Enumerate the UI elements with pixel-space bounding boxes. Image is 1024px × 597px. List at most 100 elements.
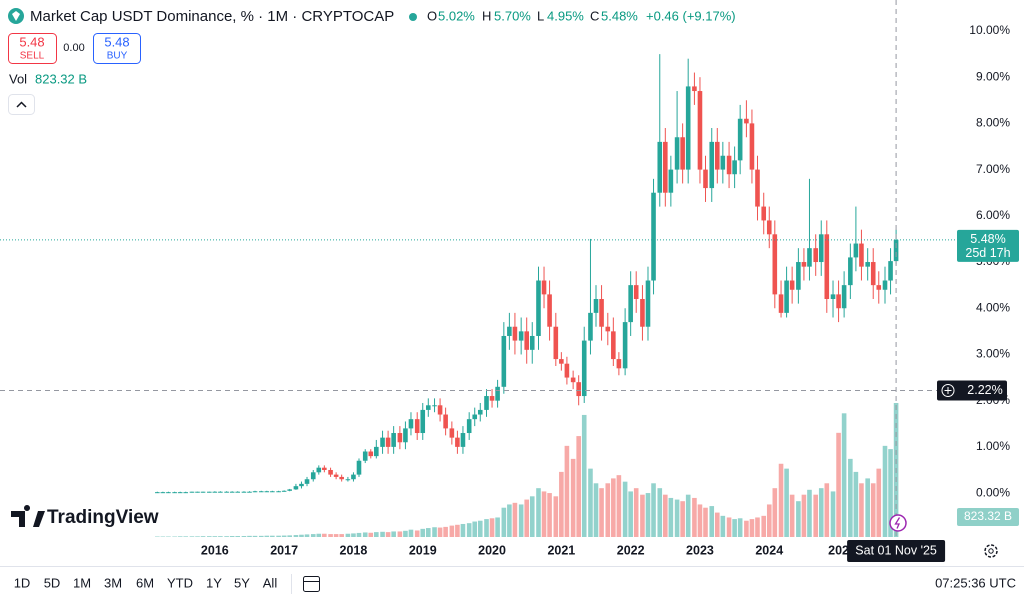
range-button[interactable]: 3M bbox=[104, 575, 122, 590]
volume-bar bbox=[732, 519, 737, 537]
volume-bar bbox=[276, 535, 281, 537]
x-tick-label: 2018 bbox=[340, 543, 368, 557]
brand-logo bbox=[11, 505, 45, 527]
candle-body bbox=[859, 243, 864, 267]
volume-bar bbox=[310, 534, 316, 537]
volume-bar bbox=[385, 532, 391, 537]
volume-bar bbox=[680, 501, 685, 537]
volume-bar bbox=[258, 535, 264, 537]
range-button[interactable]: 1D bbox=[14, 575, 31, 590]
candle-body bbox=[633, 285, 639, 300]
volume-bar bbox=[541, 491, 547, 537]
range-button[interactable]: All bbox=[263, 575, 278, 590]
plot-area bbox=[0, 0, 955, 539]
range-button[interactable]: 1Y bbox=[206, 575, 222, 590]
volume-bar bbox=[576, 436, 581, 537]
clock: 07:25:36 UTC bbox=[935, 575, 1016, 590]
collapse-icon bbox=[16, 101, 27, 108]
candle-body bbox=[276, 491, 281, 493]
candle-body bbox=[380, 437, 385, 447]
volume-bar bbox=[547, 493, 552, 537]
candle-body bbox=[876, 285, 882, 290]
low-value: 4.95% bbox=[547, 8, 584, 23]
volume-axis-label: 823.32 B bbox=[964, 509, 1012, 523]
volume-bar bbox=[796, 501, 801, 537]
candle-body bbox=[345, 479, 351, 481]
x-tick-label: 2017 bbox=[270, 543, 298, 557]
range-button[interactable]: YTD bbox=[167, 575, 193, 590]
candle-body bbox=[501, 335, 507, 387]
spread: 0.00 bbox=[63, 42, 84, 54]
calendar-icon[interactable] bbox=[303, 576, 320, 592]
volume-bar bbox=[633, 488, 639, 537]
candle-body bbox=[529, 335, 535, 350]
volume-bar bbox=[789, 494, 795, 537]
x-tick-label: 202 bbox=[828, 543, 849, 557]
candle-body bbox=[414, 419, 420, 434]
volume-bar bbox=[599, 488, 604, 537]
volume-bar bbox=[761, 515, 767, 537]
y-tick-label: 9.00% bbox=[976, 69, 1010, 83]
volume-bar bbox=[888, 449, 893, 537]
volume-bar bbox=[484, 519, 489, 537]
candle-body bbox=[870, 262, 876, 286]
volume-bar bbox=[252, 535, 258, 537]
candle-body bbox=[818, 234, 824, 263]
collapse-button[interactable] bbox=[8, 94, 35, 115]
candle-body bbox=[287, 489, 292, 491]
candle-body bbox=[744, 118, 749, 124]
candle-body bbox=[657, 141, 663, 193]
crosshair-date-tag bbox=[847, 540, 946, 562]
candle-body bbox=[258, 491, 264, 493]
candle-body bbox=[518, 331, 524, 341]
volume-bar bbox=[622, 481, 628, 537]
candle-body bbox=[755, 169, 760, 207]
range-button[interactable]: 1M bbox=[73, 575, 91, 590]
candle-body bbox=[576, 382, 581, 397]
candle-body bbox=[177, 492, 183, 494]
volume-bar bbox=[206, 536, 212, 537]
candle-body bbox=[674, 137, 680, 170]
candle-body bbox=[351, 474, 356, 480]
candle-body bbox=[599, 299, 604, 327]
volume-bar bbox=[581, 414, 587, 537]
settings-icon[interactable] bbox=[984, 544, 998, 558]
volume-bar bbox=[177, 536, 183, 537]
y-tick-label: 6.00% bbox=[976, 208, 1010, 222]
crosshair-price-label: 2.22% bbox=[967, 383, 1002, 397]
y-tick-label: 1.00% bbox=[976, 439, 1010, 453]
volume-bar bbox=[270, 535, 275, 537]
add-alert-icon[interactable] bbox=[941, 384, 955, 398]
buy-button[interactable] bbox=[93, 33, 141, 64]
range-button[interactable]: 5D bbox=[44, 575, 61, 590]
sell-button[interactable] bbox=[8, 33, 57, 64]
range-button[interactable]: 5Y bbox=[234, 575, 250, 590]
volume-bar bbox=[536, 488, 541, 537]
volume-bar bbox=[241, 536, 247, 537]
volume-bar bbox=[351, 533, 356, 537]
candle-body bbox=[766, 220, 772, 235]
volume-bar bbox=[362, 532, 368, 537]
candle-body bbox=[477, 409, 483, 415]
candle-body bbox=[155, 492, 160, 494]
volume-bar bbox=[507, 504, 512, 537]
range-button[interactable]: 6M bbox=[136, 575, 154, 590]
buy-price: 5.48 bbox=[104, 34, 129, 49]
volume-bar bbox=[876, 468, 882, 537]
candle-body bbox=[455, 437, 460, 447]
volume-bar bbox=[593, 483, 599, 537]
volume-bar bbox=[836, 432, 841, 537]
volume-bar bbox=[397, 531, 403, 537]
candle-body bbox=[432, 405, 437, 407]
volume-bar bbox=[328, 534, 333, 537]
y-tick-label: 3.00% bbox=[976, 347, 1010, 361]
candle-body bbox=[224, 491, 229, 493]
candle-body bbox=[356, 460, 362, 475]
candle-body bbox=[616, 359, 622, 369]
bolt-icon[interactable] bbox=[889, 514, 907, 532]
candle-body bbox=[189, 491, 195, 493]
candle-body bbox=[888, 261, 893, 281]
last-price-tag bbox=[957, 229, 1019, 262]
candle-body bbox=[685, 86, 691, 170]
